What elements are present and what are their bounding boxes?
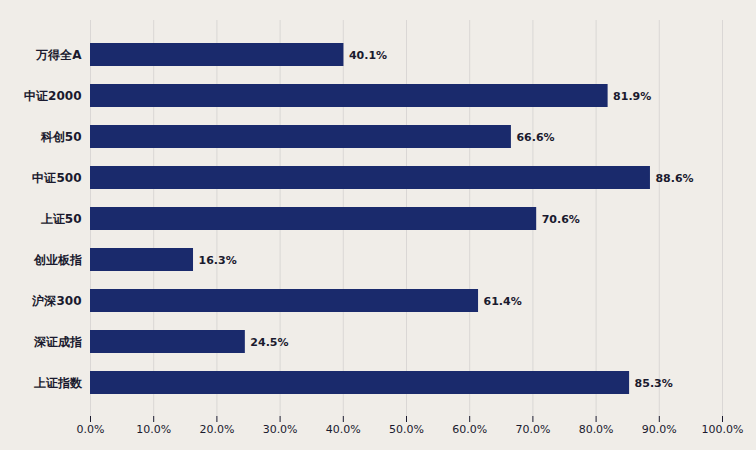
svg-text:40.1%: 40.1%: [349, 49, 387, 62]
svg-text:上证指数: 上证指数: [33, 376, 83, 390]
svg-text:20.0%: 20.0%: [199, 423, 234, 436]
svg-text:80.0%: 80.0%: [579, 423, 614, 436]
svg-text:深证成指: 深证成指: [33, 335, 82, 349]
svg-text:88.6%: 88.6%: [655, 172, 693, 185]
svg-text:85.3%: 85.3%: [635, 377, 673, 390]
svg-text:40.0%: 40.0%: [326, 423, 361, 436]
svg-text:中证500: 中证500: [32, 171, 81, 185]
svg-text:50.0%: 50.0%: [389, 423, 424, 436]
svg-text:科创50: 科创50: [40, 130, 82, 144]
svg-text:0.0%: 0.0%: [77, 423, 105, 436]
svg-text:81.9%: 81.9%: [613, 90, 651, 103]
svg-text:61.4%: 61.4%: [484, 295, 522, 308]
svg-text:沪深300: 沪深300: [31, 294, 81, 308]
svg-text:66.6%: 66.6%: [516, 131, 554, 144]
svg-text:90.0%: 90.0%: [642, 423, 677, 436]
svg-text:上证50: 上证50: [40, 212, 82, 226]
svg-text:创业板指: 创业板指: [33, 253, 82, 267]
svg-text:万得全A: 万得全A: [35, 48, 82, 62]
svg-text:10.0%: 10.0%: [136, 423, 171, 436]
svg-text:16.3%: 16.3%: [199, 254, 237, 267]
svg-text:60.0%: 60.0%: [452, 423, 487, 436]
svg-text:70.0%: 70.0%: [515, 423, 550, 436]
svg-text:中证2000: 中证2000: [24, 89, 81, 103]
svg-text:70.6%: 70.6%: [542, 213, 580, 226]
svg-text:100.0%: 100.0%: [702, 423, 744, 436]
svg-text:30.0%: 30.0%: [263, 423, 298, 436]
svg-text:24.5%: 24.5%: [250, 336, 288, 349]
